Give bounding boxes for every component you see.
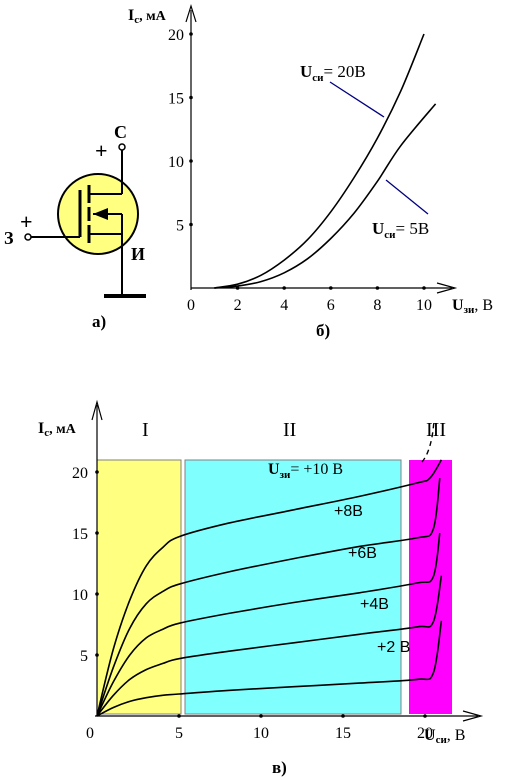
fig-b-y-tick-mark <box>189 32 193 36</box>
fig-v-x-tick-label: 5 <box>175 725 183 742</box>
gate-label: З <box>4 228 14 248</box>
fig-b-x-tick-label: 4 <box>280 297 288 314</box>
fig-v-label-4v: +4В <box>360 596 389 613</box>
fig-v-label-2v: +2 В <box>377 639 410 656</box>
fig-b-y-axis-label: Iс, мА <box>128 7 167 26</box>
fig-v-curve-4v <box>96 575 443 717</box>
fig-v-y-tick-mark <box>95 653 99 657</box>
fig-b-curves <box>214 33 437 289</box>
fig-b-curve-20v <box>214 33 425 289</box>
fig-a-transistor-symbol: + С + З И а) <box>4 122 146 331</box>
fig-v-label-6v: +6В <box>348 545 377 562</box>
fig-v-x-tick-label: 20 <box>417 725 433 742</box>
fig-b-y-tick-label: 5 <box>176 218 184 235</box>
fig-v-y-tick-label: 20 <box>72 465 88 482</box>
region-3-fill <box>409 460 452 714</box>
fig-b-label-5v: Uси= 5В <box>372 219 429 241</box>
drain-plus-sign: + <box>95 138 108 163</box>
fig-v-y-arrow-icon <box>91 399 103 421</box>
fig-b-y-arrow-icon <box>185 3 197 23</box>
fig-v-y-axis-label: Iс, мА <box>38 420 77 439</box>
fig-v-y-tick-mark <box>95 470 99 474</box>
fig-b-callout-5v <box>385 179 429 215</box>
fig-b-y-tick-label: 20 <box>168 27 184 44</box>
fig-v-curve-10v <box>96 459 443 717</box>
fig-b-x-tick-mark <box>329 286 333 290</box>
region-2-border <box>184 459 402 715</box>
gate-plus-sign: + <box>20 209 33 234</box>
drain-label: С <box>114 122 127 142</box>
fig-a-caption: а) <box>92 312 106 331</box>
fig-b-x-tick-label: 6 <box>327 297 335 314</box>
region-2-fill <box>185 460 401 714</box>
fig-v-x-tick-label: 15 <box>335 725 351 742</box>
fig-b-x-tick-mark <box>235 286 240 290</box>
fig-b-y-tick-label: 10 <box>168 154 184 171</box>
fig-v-x-tick-label: 10 <box>253 725 269 742</box>
region-2-label: II <box>283 419 296 441</box>
fig-v-dashed-breakdown <box>421 419 435 463</box>
substrate-arrow-icon <box>93 208 108 220</box>
fig-b-x-tick-label: 8 <box>373 297 381 314</box>
gate-terminal <box>24 233 32 241</box>
fig-b-curve-5v <box>214 103 437 289</box>
fig-b-x-tick-mark <box>282 286 287 290</box>
fig-v-y-tick-label: 5 <box>80 648 88 665</box>
fig-v-curve-2v <box>96 620 443 717</box>
source-label: И <box>131 244 145 264</box>
fig-v-label-10v: Uзи= +10 В <box>268 461 343 481</box>
fig-v-label-8v: +8В <box>334 503 363 520</box>
fig-v-y-tick-mark <box>95 531 99 535</box>
fig-v-y-tick-label: 10 <box>72 587 88 604</box>
fig-b-x-arrow-icon <box>436 282 458 294</box>
fig-b-x-tick-mark <box>375 286 380 290</box>
fig-v-x-tick-label: 0 <box>86 725 94 742</box>
fig-b-ticks: 0 2 4 6 8 10 5 10 15 20 <box>168 27 432 314</box>
fig-b-caption: б) <box>316 321 330 340</box>
fig-v-x-tick-mark <box>341 714 345 718</box>
fig-v-curve-6v <box>96 532 441 717</box>
fig-b-y-tick-mark <box>189 222 193 227</box>
fig-b-label-20v: Uси= 20В <box>300 62 366 84</box>
fig-v-x-tick-mark <box>177 714 181 718</box>
fig-b-y-tick-mark <box>189 95 193 100</box>
fig-v-caption: в) <box>272 758 287 777</box>
fig-v-ticks: 0 5 10 15 20 5 10 15 20 <box>72 465 433 742</box>
fig-b-x-axis-label: Uзи, В <box>452 297 493 316</box>
fig-b-y-tick-label: 15 <box>168 91 184 108</box>
fig-v-x-tick-mark <box>423 714 427 718</box>
drain-terminal <box>118 143 126 151</box>
fig-b-callout-20v <box>329 81 385 118</box>
fig-v-x-arrow-icon <box>462 710 484 722</box>
fig-v-y-tick-mark <box>95 592 99 596</box>
fig-v-x-tick-mark <box>259 714 263 718</box>
region-3-label: III <box>426 419 446 441</box>
fig-v-x-axis-label: Uси, В <box>424 727 465 746</box>
fig-b-x-tick-label: 0 <box>187 297 195 314</box>
fig-b-x-tick-label: 10 <box>416 297 432 314</box>
fig-b-y-tick-mark <box>189 159 193 163</box>
region-1-label: I <box>142 419 149 441</box>
fig-b-x-tick-label: 2 <box>234 297 242 314</box>
fig-b-x-tick-mark <box>422 286 426 290</box>
fig-v-curves <box>96 459 443 717</box>
fig-b-chart: 0 2 4 6 8 10 5 10 15 20 Uси= 20В Uси= 5В Iс, мА U… <box>128 3 493 340</box>
fig-v-y-tick-label: 15 <box>72 526 88 543</box>
fig-v-curve-8v <box>96 477 441 717</box>
